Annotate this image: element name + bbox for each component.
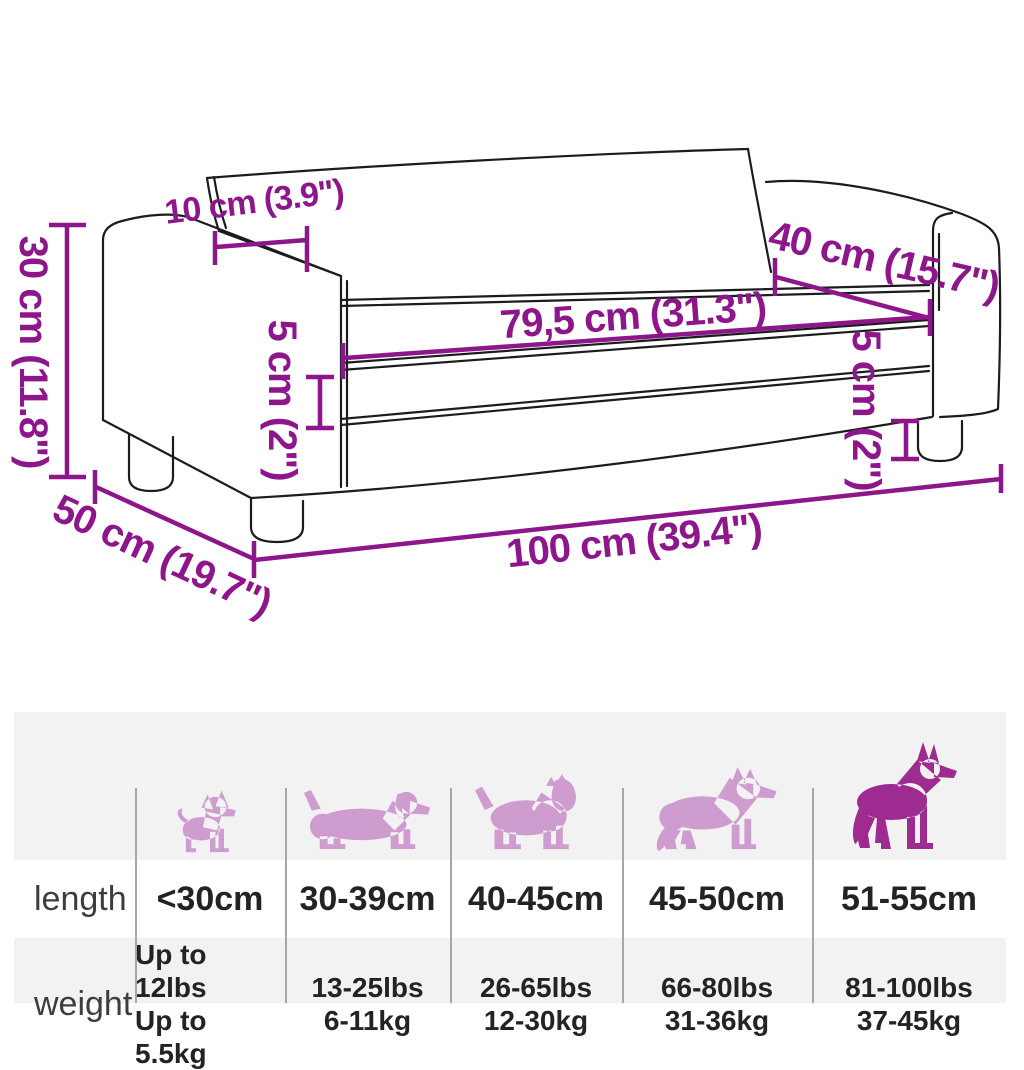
dogs-row-spacer (14, 712, 135, 860)
sofa-leg-right (916, 417, 964, 463)
weight-value-chihuahua: Up to 12lbs Up to 5.5kg (135, 938, 285, 1070)
bull-terrier-dog-icon (475, 773, 576, 850)
backrest-right-edge (746, 147, 773, 274)
great-dane-dog-icon (852, 742, 957, 849)
weight-row-label: weight (34, 984, 133, 1023)
dog-cell-great-dane (812, 712, 1006, 860)
length-row-label: length (34, 879, 127, 918)
right-armrest-inner-edge (931, 211, 954, 418)
length-value-chihuahua: <30cm (156, 879, 264, 918)
dimension-width-label: 100 cm (39.4") (504, 506, 763, 577)
length-value-dachshund: 30-39cm (299, 879, 436, 918)
dachshund-dog-icon (303, 789, 430, 850)
weight-kg: 6-11kg (323, 1005, 412, 1037)
dimension-backrest-depth-line (212, 226, 310, 272)
column-divider (622, 788, 624, 1003)
column-divider (450, 788, 452, 1003)
dimension-seat-depth-line (772, 258, 930, 321)
bull-terrier-silhouette (475, 773, 576, 850)
dog-cell-german-shepherd (622, 712, 812, 860)
great-dane-silhouette (852, 742, 957, 849)
dimension-seat-depth: 40 cm (15.7") (765, 213, 1003, 321)
weight-lbs: 66-80lbs (660, 972, 774, 1004)
sofa-leg-front-left (249, 497, 305, 544)
dimension-height-label: 30 cm (11.8") (11, 236, 55, 469)
weight-lbs: 81-100lbs (845, 972, 973, 1004)
seat-seam-b (339, 364, 931, 421)
weight-lbs: Up to 12lbs (135, 939, 207, 1004)
dog-cell-bull-terrier (450, 712, 622, 860)
dimension-cushion-right-line (891, 418, 919, 462)
length-value-bull-terrier: 40-45cm (467, 879, 605, 918)
seat-seam-a (339, 318, 931, 365)
dimension-width-line (253, 464, 1004, 563)
dimension-cushion-left-line (306, 374, 334, 431)
chihuahua-silhouette (177, 790, 236, 853)
backrest-left-edge-inner (212, 175, 228, 230)
weight-kg: Up to 5.5kg (135, 1005, 207, 1070)
column-divider (812, 788, 814, 1003)
dog-cell-chihuahua (135, 712, 285, 860)
dimension-height: 30 cm (11.8") (11, 222, 86, 480)
seat-seam-b-inner (339, 369, 931, 427)
sofa-outline (101, 147, 1002, 544)
dimension-annotations: 30 cm (11.8") 10 cm (3.9") 5 cm (2") 79,… (11, 172, 1003, 625)
weight-kg: 31-36kg (664, 1005, 770, 1037)
weight-lbs: 26-65lbs (479, 972, 593, 1004)
dimension-seat-width-line (340, 299, 933, 379)
dimension-backrest-depth-label: 10 cm (3.9") (162, 172, 345, 232)
weight-value-dachshund: 13-25lbs 6-11kg (285, 938, 450, 1070)
left-armrest (101, 213, 343, 422)
dimension-height-line (49, 222, 86, 480)
chihuahua-dog-icon (177, 790, 236, 853)
dimension-cushion-left: 5 cm (2") (260, 319, 334, 481)
weight-value-bull-terrier: 26-65lbs 12-30kg (450, 938, 622, 1070)
dimension-backrest-depth: 10 cm (3.9") (162, 172, 346, 272)
left-armrest-bottom (101, 418, 253, 500)
dimension-cushion-right-label: 5 cm (2") (844, 329, 888, 490)
backrest-left-edge (205, 176, 221, 233)
weight-value-great-dane: 81-100lbs 37-45kg (812, 938, 1006, 1070)
german-shepherd-silhouette (656, 766, 777, 852)
length-value-german-shepherd: 45-50cm (648, 879, 786, 918)
german-shepherd-dog-icon (656, 766, 777, 852)
column-divider (135, 788, 137, 1003)
weight-row: weight Up to 12lbs Up to 5.5kg 13-25lbs … (14, 938, 1006, 1069)
dog-cell-dachshund (285, 712, 450, 860)
length-value-great-dane: 51-55cm (840, 879, 978, 918)
dachshund-silhouette (303, 789, 430, 850)
dog-size-table: length <30cm 30-39cm 40-45cm 45-50cm 51-… (14, 712, 1006, 1069)
weight-lbs: 13-25lbs (311, 972, 424, 1004)
backrest-top-edge (205, 147, 750, 180)
seat-seam-a-inner (339, 324, 931, 372)
weight-kg: 37-45kg (856, 1005, 962, 1037)
dog-icons-row (14, 712, 1006, 860)
sofa-leg-back-left (127, 432, 175, 493)
weight-value-german-shepherd: 66-80lbs 31-36kg (622, 938, 812, 1070)
sofa-bottom-edge (249, 415, 934, 500)
sofa-dimension-diagram: 30 cm (11.8") 10 cm (3.9") 5 cm (2") 79,… (11, 147, 1003, 626)
column-divider (285, 788, 287, 1003)
weight-kg: 12-30kg (483, 1005, 589, 1037)
dimension-cushion-right: 5 cm (2") (844, 329, 919, 491)
length-row: length <30cm 30-39cm 40-45cm 45-50cm 51-… (14, 860, 1006, 938)
dimension-cushion-left-label: 5 cm (2") (260, 319, 304, 480)
seat-top-edge-inner (339, 283, 931, 302)
right-armrest (764, 179, 1002, 419)
